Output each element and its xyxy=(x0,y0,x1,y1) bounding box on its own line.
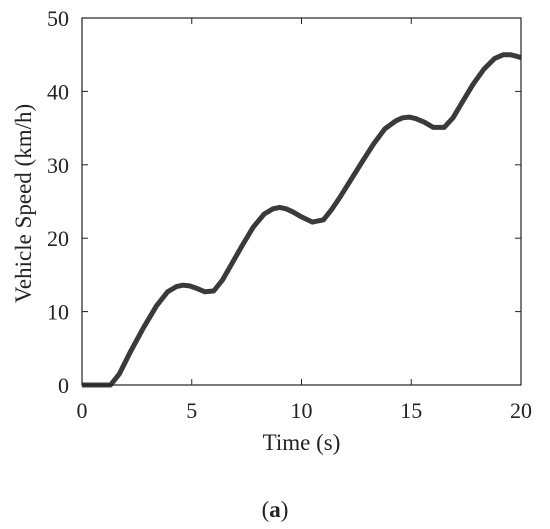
y-tick-label: 20 xyxy=(47,226,69,251)
x-tick-label: 10 xyxy=(291,398,313,423)
x-tick-label: 20 xyxy=(510,398,532,423)
y-tick-label: 10 xyxy=(47,300,69,325)
x-axis: 0 5 10 15 20 xyxy=(77,18,532,423)
y-tick-label: 30 xyxy=(47,153,69,178)
y-tick-label: 40 xyxy=(47,79,69,104)
caption-letter: a xyxy=(269,497,281,522)
y-tick-label: 0 xyxy=(58,373,69,398)
caption-open: ( xyxy=(262,497,270,522)
y-axis: 0 10 20 30 40 50 xyxy=(47,6,521,398)
figure-caption: (a) xyxy=(262,497,289,522)
x-tick-label: 0 xyxy=(77,398,88,423)
plot-frame xyxy=(81,17,522,386)
series-line xyxy=(82,52,522,388)
y-tick-label: 50 xyxy=(47,6,69,31)
series-layer xyxy=(82,52,522,388)
x-tick-label: 15 xyxy=(400,398,422,423)
caption-close: ) xyxy=(281,497,289,522)
x-tick-label: 5 xyxy=(186,398,197,423)
y-axis-label: Vehicle Speed (km/h) xyxy=(11,104,36,303)
x-axis-label: Time (s) xyxy=(263,430,341,455)
